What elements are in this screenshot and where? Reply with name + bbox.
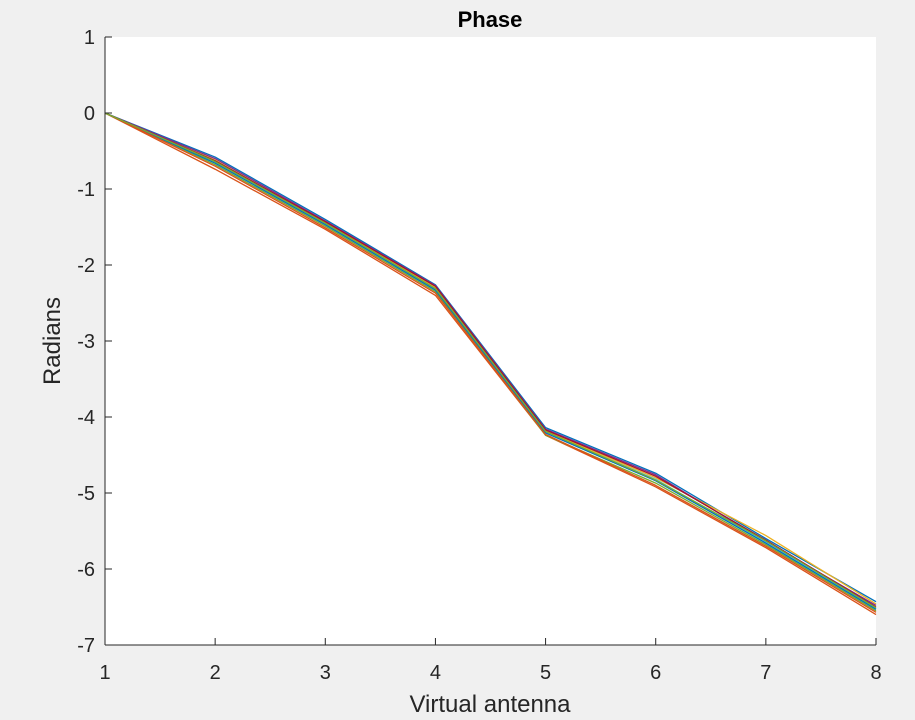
y-tick-label: 1 bbox=[84, 27, 95, 49]
series-line-1 bbox=[104, 112, 877, 603]
y-tick-label: -3 bbox=[77, 331, 95, 353]
y-tick-label: -7 bbox=[77, 635, 95, 657]
y-tick-label: 0 bbox=[84, 103, 95, 125]
x-tick-label: 5 bbox=[540, 662, 551, 684]
x-tick-label: 1 bbox=[99, 662, 110, 684]
tick-layer: 1 2 3 4 5 6 7 8 1 0 -1 -2 -3 -4 -5 -6 -7 bbox=[77, 27, 881, 684]
x-tick-label: 7 bbox=[760, 662, 771, 684]
chart-title: Phase bbox=[458, 7, 523, 32]
series-line-2 bbox=[104, 112, 877, 616]
y-tick-label: -5 bbox=[77, 483, 95, 505]
x-tick-label: 4 bbox=[430, 662, 441, 684]
series-line-7 bbox=[104, 112, 877, 608]
series-line-10 bbox=[104, 112, 877, 609]
series-layer bbox=[104, 112, 877, 616]
x-tick-label: 3 bbox=[320, 662, 331, 684]
x-tick-label: 2 bbox=[210, 662, 221, 684]
x-tick-label: 8 bbox=[870, 662, 881, 684]
y-tick-label: -1 bbox=[77, 179, 95, 201]
x-tick-label: 6 bbox=[650, 662, 661, 684]
x-axis-label: Virtual antenna bbox=[409, 691, 571, 718]
y-tick-label: -4 bbox=[77, 407, 95, 429]
plot-area bbox=[105, 37, 876, 645]
series-line-8 bbox=[104, 112, 877, 610]
series-line-9 bbox=[104, 112, 877, 613]
y-axis-label: Radians bbox=[39, 297, 66, 385]
y-tick-label: -6 bbox=[77, 559, 95, 581]
y-tick-label: -2 bbox=[77, 255, 95, 277]
